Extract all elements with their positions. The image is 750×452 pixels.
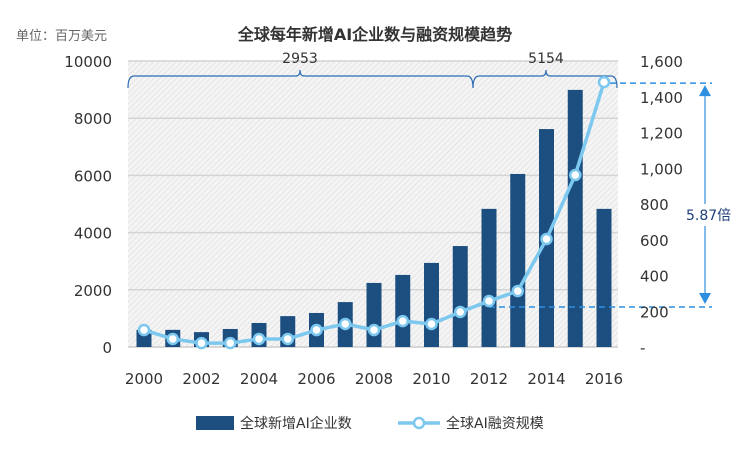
arrow-up-icon <box>699 85 711 97</box>
line-point-2016 <box>597 75 611 89</box>
y-right-tick-label: 400 <box>640 268 669 286</box>
line-point-2009 <box>396 314 409 328</box>
y-left-tick-label: 4000 <box>74 225 112 243</box>
bar-2015 <box>567 89 583 348</box>
y-right-tick-label: 600 <box>640 232 669 250</box>
line-point-2006 <box>310 323 323 337</box>
y-left-tick-label: 10000 <box>64 53 112 71</box>
unit-label: 单位：百万美元 <box>16 29 107 44</box>
x-tick-label: 2014 <box>527 370 565 388</box>
bar-2016 <box>596 208 612 347</box>
line-point-2002 <box>195 336 208 350</box>
line-point-2012 <box>482 294 496 308</box>
y-left-tick-label: 6000 <box>74 167 112 185</box>
y-right-tick-label: 1,000 <box>640 160 683 178</box>
x-tick-label: 2010 <box>412 370 450 388</box>
line-point-2004 <box>252 332 266 346</box>
bar-2008 <box>366 282 382 347</box>
y-right-tick-label: 1,200 <box>640 125 683 143</box>
legend-bar-label: 全球新增AI企业数 <box>240 415 352 432</box>
y-left-tick-label: 0 <box>102 339 112 357</box>
bar-2012 <box>481 208 497 347</box>
legend-line-marker <box>412 416 426 430</box>
line-point-2001 <box>166 332 179 346</box>
line-point-2000 <box>137 323 151 337</box>
legend-bar-swatch <box>196 416 234 430</box>
y-left-tick-label: 2000 <box>74 282 112 300</box>
x-tick-label: 2016 <box>585 370 623 388</box>
brace-2000-2011-label: 2953 <box>282 51 318 67</box>
line-point-2010 <box>425 317 438 331</box>
line-point-2011 <box>454 305 467 319</box>
y-right-tick-label: 1,400 <box>640 89 683 107</box>
bar-2013 <box>510 173 526 347</box>
bar-2010 <box>424 262 439 347</box>
line-point-2005 <box>281 332 294 346</box>
x-tick-label: 2008 <box>355 370 393 388</box>
y-right-tick-label: 800 <box>640 196 669 214</box>
x-tick-label: 2012 <box>470 370 508 388</box>
y-right-tick-label: - <box>640 339 645 357</box>
brace-2000-2011-brace <box>127 69 474 89</box>
brace-2012-2016-brace <box>472 69 618 89</box>
line-point-2008 <box>367 323 381 337</box>
x-tick-label: 2000 <box>125 370 163 388</box>
line-point-2003 <box>224 336 237 350</box>
x-tick-label: 2004 <box>240 370 278 388</box>
arrow-down-icon <box>699 293 711 305</box>
y-right-tick-label: 1,600 <box>640 53 683 71</box>
legend-line-label: 全球AI融资规模 <box>446 415 544 432</box>
bar-2009 <box>395 274 411 347</box>
growth-label-bg <box>684 204 750 226</box>
y-left-tick-label: 8000 <box>74 110 112 128</box>
x-tick-label: 2006 <box>297 370 335 388</box>
line-point-2014 <box>540 232 553 246</box>
brace-2012-2016-label: 5154 <box>528 51 564 67</box>
growth-multiple-label: 5.87倍 <box>686 208 731 224</box>
bar-2011 <box>452 246 468 347</box>
chart-title: 全球每年新增AI企业数与融资规模趋势 <box>237 25 512 44</box>
line-point-2015 <box>569 168 582 182</box>
line-point-2013 <box>511 284 524 298</box>
y-right-tick-label: 200 <box>640 303 669 321</box>
x-tick-label: 2002 <box>182 370 220 388</box>
line-point-2007 <box>339 317 352 331</box>
